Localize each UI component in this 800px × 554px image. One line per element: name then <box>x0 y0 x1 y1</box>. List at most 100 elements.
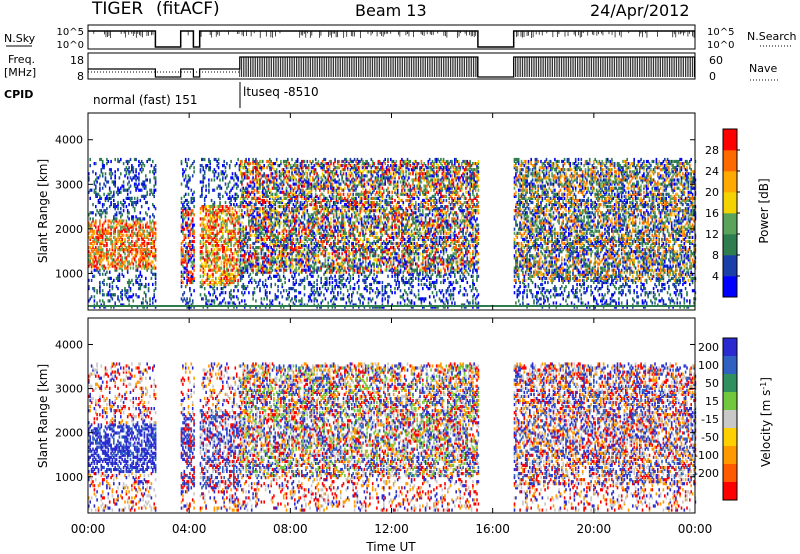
power-cell <box>264 215 267 219</box>
power-cell <box>150 221 153 225</box>
power-cell <box>128 196 130 200</box>
power-cell <box>228 262 231 266</box>
power-cell <box>139 260 142 264</box>
power-cell <box>269 266 271 270</box>
power-cell <box>152 159 154 164</box>
power-cell <box>125 246 128 250</box>
power-cell <box>101 164 104 168</box>
power-cell <box>187 241 190 246</box>
power-cell <box>205 229 207 233</box>
power-cell <box>262 241 264 246</box>
power-cell <box>335 266 338 270</box>
power-cell <box>114 213 116 217</box>
power-cell <box>326 178 328 182</box>
power-cell <box>259 164 261 168</box>
power-cell <box>271 200 274 205</box>
power-cell <box>147 233 150 237</box>
power-cell <box>320 162 322 166</box>
power-cell <box>274 244 277 248</box>
power-cell <box>125 223 128 227</box>
power-cell <box>326 276 328 280</box>
power-cell <box>145 264 147 268</box>
power-cell <box>99 213 101 217</box>
power-cell <box>95 252 97 256</box>
power-cell <box>275 178 278 182</box>
power-cell <box>97 229 100 233</box>
power-cell <box>285 258 288 262</box>
power-cell <box>89 297 91 301</box>
power-cell <box>216 213 218 217</box>
power-cell <box>282 174 285 178</box>
power-cell <box>230 203 232 207</box>
power-cell <box>110 190 112 194</box>
power-cell <box>324 203 327 207</box>
power-cell <box>153 239 155 244</box>
power-cell <box>326 248 328 252</box>
power-cell <box>135 293 137 297</box>
power-cell <box>280 241 282 246</box>
power-cell <box>140 274 143 278</box>
power-cell <box>271 233 274 237</box>
power-cell <box>252 262 254 266</box>
power-cell <box>205 264 207 268</box>
power-cell <box>133 157 136 162</box>
power-cell <box>243 188 246 192</box>
power-cell <box>132 168 135 172</box>
power-cell <box>89 229 91 233</box>
power-cell <box>93 231 96 235</box>
power-cell <box>239 231 242 235</box>
power-cell <box>149 219 151 223</box>
power-cell <box>92 264 94 268</box>
power-cell <box>282 264 285 268</box>
power-cell <box>142 182 144 186</box>
power-cell <box>212 188 214 192</box>
power-cell <box>245 268 247 272</box>
power-cell <box>219 274 221 278</box>
power-cell <box>295 211 297 215</box>
power-cell <box>138 217 140 221</box>
power-cell <box>129 295 132 299</box>
power-cell <box>326 278 328 282</box>
power-cell <box>280 182 282 186</box>
power-cell <box>296 233 299 237</box>
power-cell <box>271 215 274 219</box>
power-cell <box>314 213 317 217</box>
power-cell <box>201 278 203 282</box>
power-cell <box>209 217 211 221</box>
power-cell <box>99 229 101 233</box>
power-cell <box>135 168 137 172</box>
power-cell <box>226 241 228 246</box>
power-cell <box>131 248 133 252</box>
power-cell <box>280 172 282 176</box>
power-cell <box>301 262 303 266</box>
power-cell <box>100 250 103 254</box>
power-cell <box>243 166 246 170</box>
power-cell <box>97 256 100 260</box>
power-cell <box>334 285 336 289</box>
power-cell <box>264 225 267 229</box>
power-cell <box>88 172 90 176</box>
power-cell <box>277 278 279 282</box>
power-cell <box>202 280 205 285</box>
power-cell <box>99 186 101 190</box>
power-cell <box>243 250 246 254</box>
power-cell <box>292 248 295 252</box>
power-cell <box>255 198 257 203</box>
power-cell <box>227 217 230 221</box>
power-cell <box>310 287 313 291</box>
power-cell <box>117 188 119 192</box>
power-cell <box>323 196 325 200</box>
power-cell <box>234 182 237 186</box>
power-cell <box>184 184 187 188</box>
power-cell <box>316 200 318 205</box>
power-cell <box>243 162 246 166</box>
power-cell <box>320 205 322 209</box>
power-cell <box>321 186 324 190</box>
power-cell <box>193 223 195 227</box>
power-cell <box>222 233 224 237</box>
power-cell <box>253 233 256 237</box>
power-cell <box>189 278 191 282</box>
power-cell <box>220 211 223 215</box>
power-cell <box>143 233 146 237</box>
power-cell <box>153 168 155 172</box>
